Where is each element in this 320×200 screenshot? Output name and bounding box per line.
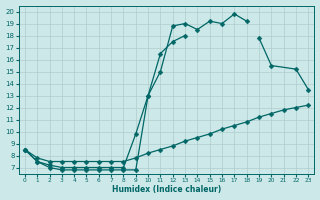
X-axis label: Humidex (Indice chaleur): Humidex (Indice chaleur) [112, 185, 221, 194]
